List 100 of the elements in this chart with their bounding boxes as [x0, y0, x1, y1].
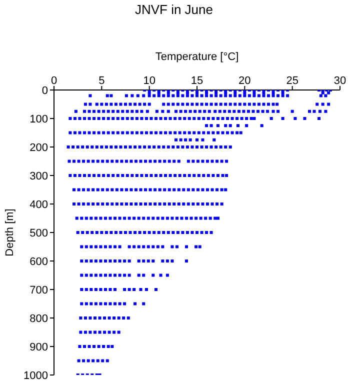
point — [208, 110, 211, 113]
x-tick-label: 25 — [286, 75, 298, 87]
point — [68, 174, 72, 177]
point — [175, 245, 178, 248]
point — [212, 131, 215, 134]
point — [205, 102, 208, 106]
point — [228, 94, 232, 98]
point — [104, 274, 107, 277]
point — [148, 188, 152, 192]
point — [161, 216, 164, 220]
point — [196, 138, 198, 142]
point — [324, 110, 328, 113]
point — [114, 231, 118, 234]
point — [123, 288, 126, 291]
point — [83, 117, 86, 120]
point — [121, 117, 124, 120]
point — [101, 160, 104, 163]
point — [106, 202, 109, 206]
point — [108, 260, 112, 262]
point — [246, 110, 250, 113]
point — [214, 94, 218, 98]
point — [118, 260, 122, 262]
point — [186, 188, 190, 192]
point — [262, 94, 266, 98]
point — [120, 160, 124, 163]
point — [77, 188, 80, 192]
point — [114, 146, 118, 148]
point — [74, 110, 78, 113]
point — [157, 146, 160, 148]
y-tick-label: 800 — [30, 312, 48, 325]
point — [181, 231, 184, 234]
point — [183, 131, 186, 134]
point — [210, 188, 214, 192]
point — [174, 131, 177, 134]
point — [220, 188, 224, 192]
point — [99, 216, 102, 220]
point — [92, 174, 96, 177]
point — [92, 160, 95, 163]
point — [154, 160, 157, 163]
point — [152, 231, 156, 234]
point — [157, 231, 160, 234]
point — [192, 117, 196, 120]
point — [183, 117, 186, 120]
point — [66, 146, 70, 148]
point — [188, 174, 191, 177]
point — [177, 160, 180, 163]
point — [108, 245, 112, 248]
point — [210, 146, 213, 148]
point — [104, 288, 107, 291]
point — [174, 117, 177, 120]
point — [161, 245, 164, 248]
point — [108, 302, 112, 306]
point — [321, 91, 324, 94]
point — [108, 216, 112, 220]
point — [179, 138, 182, 142]
point — [146, 216, 150, 220]
y-tick-label: 100 — [30, 113, 48, 126]
point — [177, 202, 180, 206]
point — [143, 146, 146, 148]
point — [115, 160, 118, 163]
point — [68, 117, 72, 120]
point — [197, 174, 200, 177]
point — [186, 231, 189, 234]
point — [163, 202, 166, 206]
point — [228, 124, 232, 128]
point — [86, 231, 89, 234]
y-tick-label: 900 — [30, 341, 48, 354]
point — [159, 274, 162, 277]
point — [114, 288, 117, 291]
point — [140, 131, 144, 134]
point — [276, 110, 280, 113]
point — [206, 188, 209, 192]
point — [99, 245, 102, 248]
point — [81, 231, 84, 234]
point — [216, 202, 219, 206]
point — [114, 274, 117, 277]
point — [188, 110, 192, 113]
point — [104, 146, 108, 148]
point — [122, 316, 126, 320]
point — [162, 102, 166, 106]
point — [117, 330, 120, 334]
point — [93, 316, 96, 320]
point — [154, 174, 158, 177]
point — [262, 102, 266, 106]
point — [116, 174, 120, 177]
point — [92, 345, 96, 348]
point — [134, 302, 137, 306]
point — [197, 131, 200, 134]
point — [148, 160, 152, 163]
point — [237, 110, 240, 113]
point — [200, 146, 204, 148]
point — [140, 110, 144, 113]
point — [68, 131, 72, 134]
point — [110, 160, 114, 163]
point — [128, 260, 131, 262]
point — [110, 345, 114, 348]
point — [90, 245, 93, 248]
point — [175, 216, 178, 220]
point — [318, 117, 321, 120]
point — [138, 102, 142, 106]
